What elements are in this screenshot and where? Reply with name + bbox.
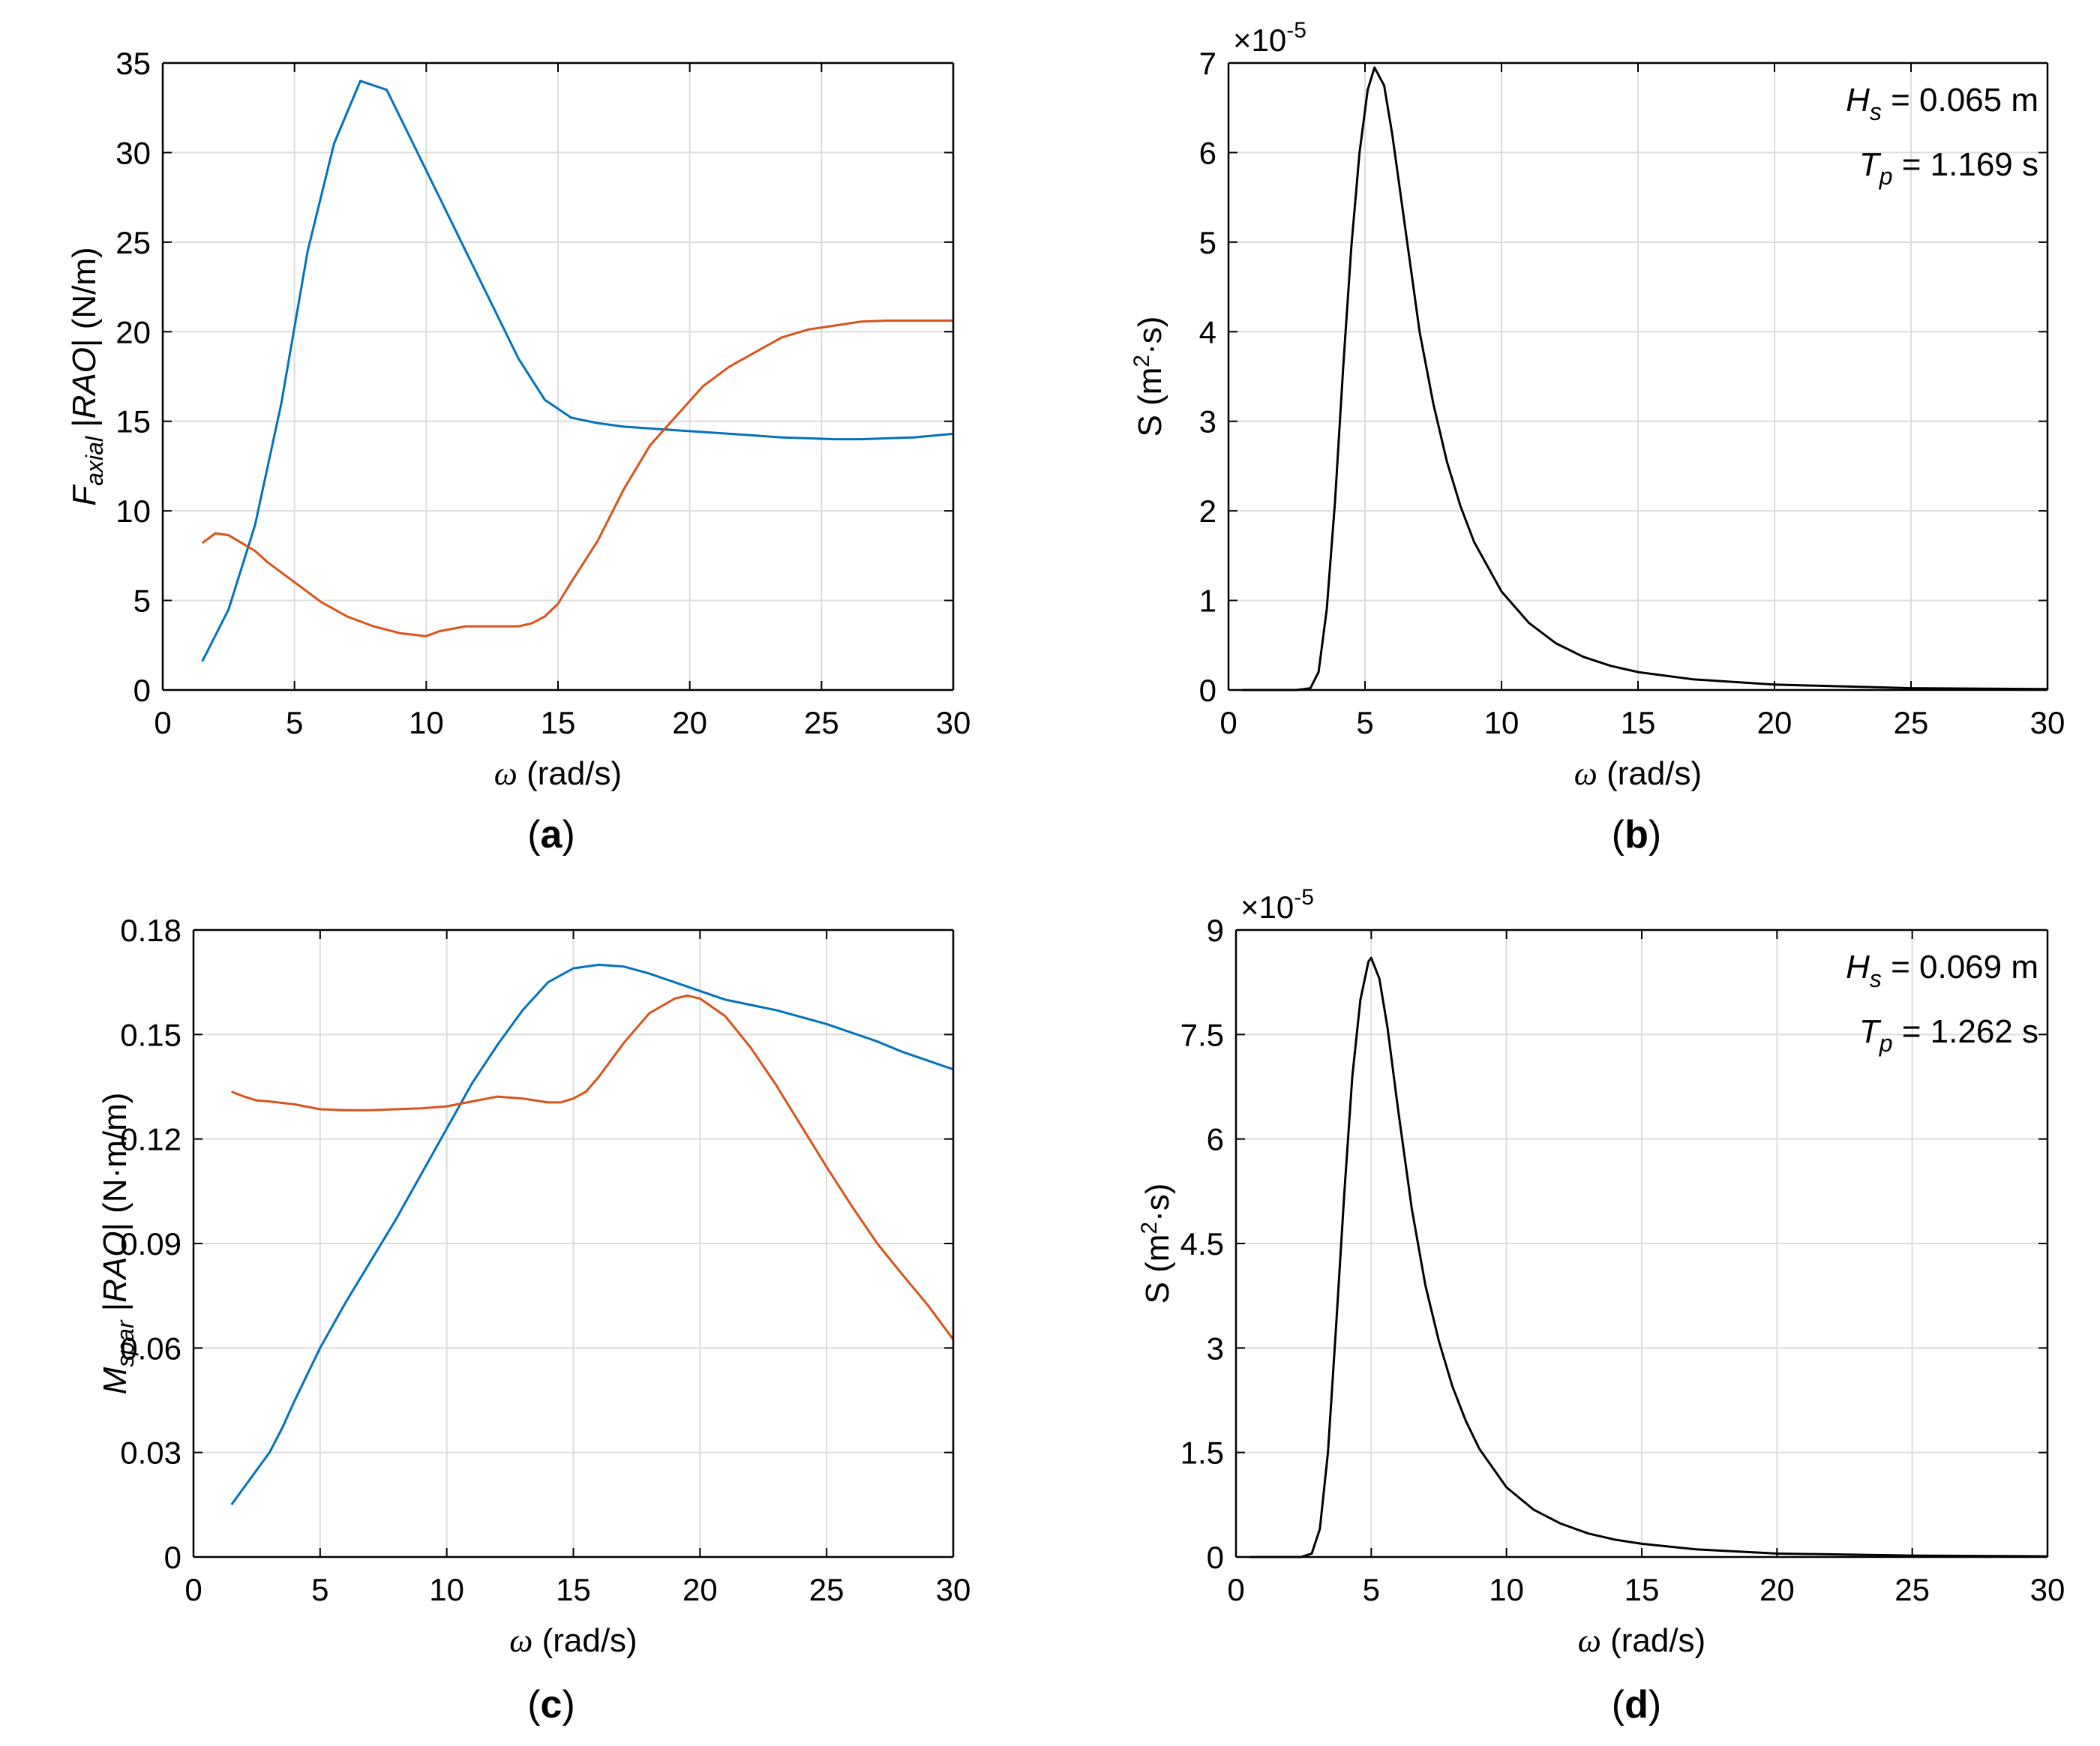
- x-tick-label: 5: [1363, 1572, 1380, 1607]
- y-tick-label: 7.5: [1180, 1017, 1224, 1052]
- series-line-spectrum: [230, 963, 954, 1506]
- y-tick-label: 0.18: [120, 913, 182, 948]
- y-tick-label: 4: [1199, 314, 1216, 350]
- y-tick-label: 0: [134, 673, 151, 708]
- y-tick-label: 0.12: [120, 1122, 182, 1157]
- y-axis-label: Mspar |RAO| (N·m/m): [97, 1093, 139, 1395]
- series-line-spectrum: [1250, 956, 2048, 1558]
- x-tick-label: 30: [936, 1572, 971, 1607]
- panel-label: (d): [1612, 1683, 1661, 1726]
- x-tick-label: 20: [1760, 1572, 1795, 1607]
- annotation-hs: Hs = 0.069 m: [1846, 949, 2038, 992]
- x-tick-label: 20: [682, 1572, 718, 1607]
- y-axis-label: S (m2·s): [1137, 1184, 1176, 1304]
- x-tick-label: 10: [409, 705, 444, 740]
- y-tick-label: 1.5: [1180, 1436, 1224, 1471]
- x-tick-label: 5: [311, 1572, 328, 1607]
- x-tick-label: 15: [1621, 705, 1656, 740]
- x-tick-label: 5: [1356, 705, 1373, 740]
- x-tick-label: 15: [556, 1572, 591, 1607]
- annotation-tp: Tp = 1.169 s: [1859, 146, 2038, 190]
- x-tick-label: 0: [184, 1572, 202, 1607]
- y-tick-label: 9: [1207, 913, 1224, 948]
- series-line-phase: [201, 320, 953, 638]
- x-tick-label: 10: [1484, 705, 1520, 740]
- y-tick-label: 0.06: [120, 1330, 182, 1366]
- x-tick-label: 25: [804, 705, 839, 740]
- panel-label: (c): [527, 1683, 575, 1726]
- x-tick-label: 5: [286, 705, 303, 740]
- y-exponent-label: ×10-5: [1240, 885, 1314, 925]
- x-tick-label: 20: [1757, 705, 1792, 740]
- x-axis-label: ω (rad/s): [509, 1622, 637, 1659]
- y-tick-label: 3: [1207, 1330, 1224, 1366]
- series-line-spectrum: [1242, 66, 2048, 692]
- y-tick-label: 0.15: [120, 1017, 182, 1052]
- x-tick-label: 30: [936, 705, 971, 740]
- y-exponent-label: ×10-5: [1233, 18, 1306, 58]
- x-axis-label: ω (rad/s): [1574, 755, 1702, 792]
- y-tick-label: 10: [116, 494, 151, 529]
- x-tick-label: 10: [1489, 1572, 1524, 1607]
- y-tick-label: 35: [116, 46, 151, 81]
- y-tick-label: 0: [1199, 673, 1216, 708]
- chart-panel-a: 0 5 10 15 20 25 30 0 5 10 15 20 25 30 35 ω (rad/s) (a) Fa…: [66, 46, 970, 856]
- panel-label: (b): [1612, 813, 1661, 856]
- y-tick-label: 4.5: [1180, 1226, 1224, 1262]
- y-tick-label: 0.09: [120, 1226, 182, 1262]
- x-axis-label: ω (rad/s): [1578, 1622, 1706, 1659]
- x-tick-label: 15: [1624, 1572, 1660, 1607]
- y-tick-label: 1: [1199, 584, 1216, 619]
- x-tick-label: 0: [154, 705, 171, 740]
- x-tick-label: 25: [1894, 705, 1929, 740]
- x-tick-label: 10: [429, 1572, 464, 1607]
- y-tick-label: 30: [116, 135, 151, 170]
- y-tick-label: 2: [1199, 494, 1216, 529]
- y-tick-label: 20: [116, 314, 151, 350]
- y-tick-label: 3: [1199, 404, 1216, 440]
- chart-panel-c: 0 5 10 15 20 25 30 0 0.03 0.06 0.09 0.12 0.15 0.18 ω (…: [97, 913, 970, 1726]
- annotation-tp: Tp = 1.262 s: [1859, 1013, 2038, 1057]
- y-tick-label: 0: [164, 1540, 182, 1575]
- panel-label: (a): [527, 813, 575, 856]
- x-tick-label: 30: [2030, 1572, 2066, 1607]
- y-tick-label: 25: [116, 225, 151, 260]
- y-tick-label: 7: [1199, 46, 1216, 81]
- y-tick-label: 5: [134, 584, 151, 619]
- x-tick-label: 20: [672, 705, 707, 740]
- x-tick-label: 15: [541, 705, 576, 740]
- y-axis-label: S (m2·s): [1130, 316, 1168, 437]
- y-tick-label: 0.03: [120, 1436, 182, 1471]
- y-tick-label: 5: [1199, 225, 1216, 260]
- x-tick-label: 0: [1227, 1572, 1244, 1607]
- y-tick-label: 6: [1207, 1122, 1224, 1157]
- x-tick-label: 25: [809, 1572, 844, 1607]
- y-tick-label: 15: [116, 404, 151, 440]
- series-line-spectrum: [201, 80, 954, 662]
- series-line-phase: [231, 994, 955, 1340]
- chart-panel-d: 0 5 10 15 20 25 30 0 1.5 3 4.5 6 7.5 9 ω (rad/s) (d) S (…: [1137, 885, 2065, 1726]
- y-tick-label: 6: [1199, 135, 1216, 170]
- x-tick-label: 25: [1894, 1572, 1930, 1607]
- x-axis-label: ω (rad/s): [494, 755, 622, 792]
- chart-panel-b: 0 5 10 15 20 25 30 0 1 2 3 4 5 6 7 ω (rad/s) (b) S (m2·s)…: [1130, 18, 2065, 856]
- x-tick-label: 0: [1220, 705, 1237, 740]
- annotation-hs: Hs = 0.065 m: [1846, 82, 2038, 125]
- x-tick-label: 30: [2030, 705, 2066, 740]
- y-tick-label: 0: [1207, 1540, 1224, 1575]
- y-axis-label: Faxial |RAO| (N/m): [66, 247, 108, 506]
